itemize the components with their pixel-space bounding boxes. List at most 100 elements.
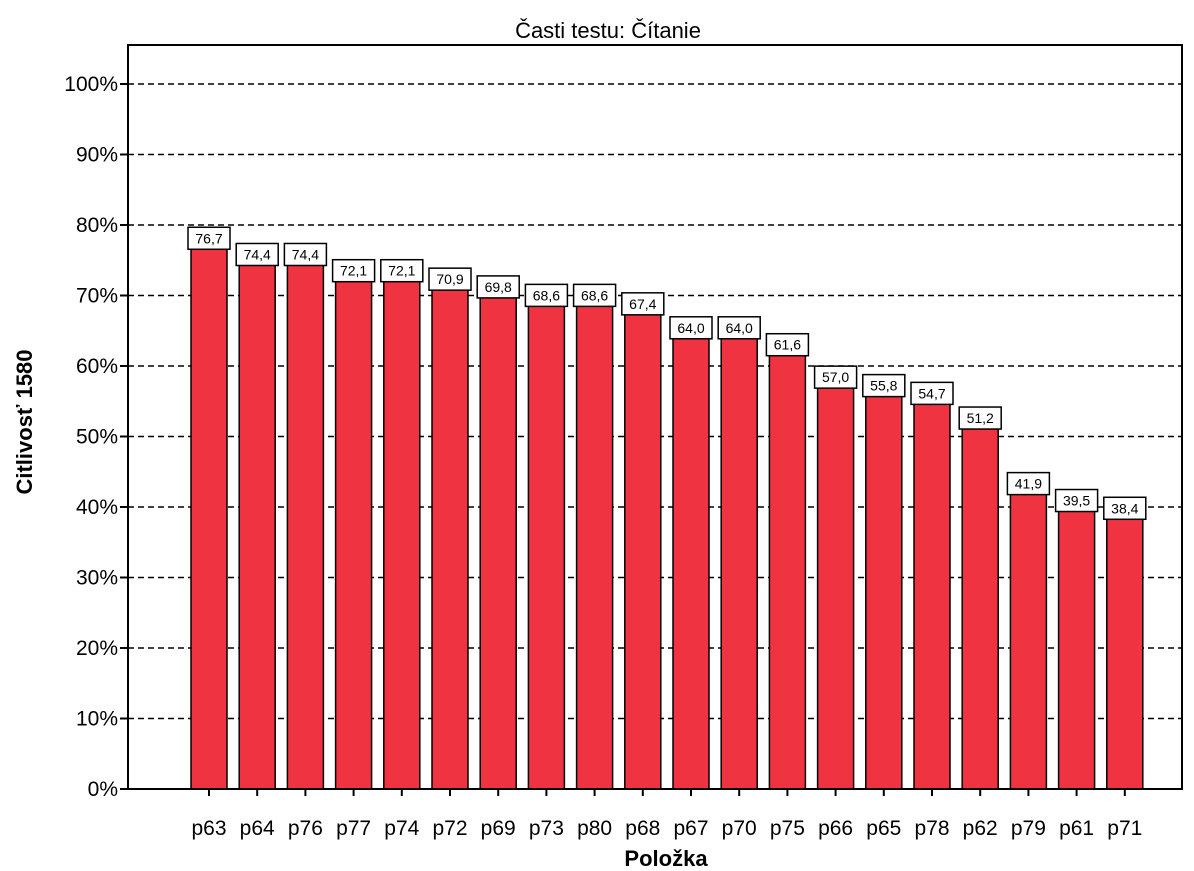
value-label-box <box>380 258 424 283</box>
bar <box>1106 517 1144 790</box>
value-label: 67,4 <box>629 296 656 312</box>
x-tick-label: p79 <box>1011 817 1046 840</box>
y-axis-ticks: 0% 10% 20% 30% 40% 50% 60% 70% 80% 90% 100% <box>64 73 128 801</box>
bar <box>479 296 517 790</box>
value-label-box <box>862 373 906 398</box>
value-label-box <box>813 365 858 389</box>
value-label: 55,8 <box>870 378 897 394</box>
value-label-box <box>428 267 472 291</box>
y-tick-label: 30% <box>76 567 118 590</box>
x-tick-label: p61 <box>1059 817 1094 840</box>
x-tick-label: p62 <box>963 817 998 840</box>
bar <box>865 394 903 790</box>
value-label: 38,4 <box>1111 500 1138 516</box>
bar <box>1057 509 1096 790</box>
value-label: 64,0 <box>726 320 753 336</box>
y-tick-label: 50% <box>76 426 118 449</box>
x-tick-label: p78 <box>914 817 949 840</box>
x-tick-label: p69 <box>481 817 516 840</box>
x-tick-label: p75 <box>770 817 805 840</box>
value-label-box <box>187 226 231 251</box>
value-label: 70,9 <box>436 271 463 287</box>
bar <box>575 304 614 790</box>
chart-title: Časti testu: Čítanie <box>515 18 701 43</box>
bar <box>672 337 710 790</box>
value-label: 72,1 <box>340 263 367 279</box>
x-tick-label: p73 <box>529 817 564 840</box>
value-label: 72,1 <box>388 263 415 279</box>
value-label: 68,6 <box>581 287 608 303</box>
value-label-box <box>1006 471 1051 496</box>
bar <box>1009 492 1048 790</box>
bar <box>624 313 662 790</box>
x-tick-label: p67 <box>673 817 708 840</box>
value-label-box <box>669 316 713 340</box>
value-label-box <box>765 332 810 357</box>
value-label: 57,0 <box>822 369 849 385</box>
value-label: 54,7 <box>918 385 945 401</box>
x-tick-label: p80 <box>577 817 612 840</box>
y-tick-label: 100% <box>64 73 118 96</box>
value-label-box <box>621 292 665 316</box>
value-label: 61,6 <box>774 337 801 353</box>
bar <box>383 279 421 790</box>
value-label-box <box>958 406 1002 430</box>
bar <box>961 427 999 790</box>
y-axis-label: Citlivosť 1580 <box>12 349 37 494</box>
value-label-box <box>524 283 569 308</box>
bar <box>431 288 469 790</box>
x-axis-label: Položka <box>624 846 708 871</box>
value-label-box <box>1103 496 1147 521</box>
value-label-box <box>910 381 954 406</box>
x-tick-label: p74 <box>384 817 419 840</box>
x-tick-label: p77 <box>336 817 371 840</box>
x-tick-label: p70 <box>722 817 757 840</box>
value-label-box <box>476 275 520 299</box>
bar <box>720 337 758 790</box>
value-label-box <box>717 316 761 340</box>
bar <box>286 263 325 790</box>
value-label-box <box>235 242 279 267</box>
bar <box>190 247 228 790</box>
value-label-box <box>283 242 328 267</box>
value-label-box <box>1054 488 1099 513</box>
y-tick-label: 0% <box>88 778 118 801</box>
y-tick-label: 90% <box>76 144 118 167</box>
x-tick-label: p71 <box>1107 817 1142 840</box>
bar <box>238 263 276 790</box>
value-label: 74,4 <box>244 246 271 262</box>
y-tick-label: 60% <box>76 355 118 378</box>
x-tick-label: p63 <box>191 817 226 840</box>
value-label: 68,6 <box>533 287 560 303</box>
bar <box>527 304 566 790</box>
y-tick-label: 10% <box>76 708 118 731</box>
value-label: 51,2 <box>967 410 994 426</box>
x-tick-label: p65 <box>866 817 901 840</box>
value-label-box <box>331 258 376 283</box>
x-tick-label: p64 <box>240 817 275 840</box>
x-tick-label: p68 <box>625 817 660 840</box>
value-label: 76,7 <box>195 230 222 246</box>
bar <box>913 402 951 790</box>
value-label: 69,8 <box>485 279 512 295</box>
value-labels: 76,7 74,4 74,4 72,1 72,1 70,9 69,8 68,6 68,6 67,4… <box>187 226 1147 521</box>
y-tick-label: 80% <box>76 214 118 237</box>
y-tick-label: 20% <box>76 637 118 660</box>
x-axis-ticks: p63 p64 p76 p77 p74 p72 p69 p73 p80 p68 p67 p70 p75 p… <box>191 789 1142 840</box>
plot-frame <box>127 44 1183 790</box>
y-tick-label: 40% <box>76 496 118 519</box>
value-label-box <box>572 283 617 308</box>
value-label: 64,0 <box>677 320 704 336</box>
value-label: 74,4 <box>292 246 319 262</box>
bar <box>334 279 373 790</box>
value-label: 39,5 <box>1063 493 1090 509</box>
value-label: 41,9 <box>1015 476 1042 492</box>
x-tick-label: p66 <box>818 817 853 840</box>
bars <box>190 247 1144 790</box>
y-tick-label: 70% <box>76 285 118 308</box>
x-tick-label: p76 <box>288 817 323 840</box>
bar <box>816 386 855 790</box>
x-tick-label: p72 <box>432 817 467 840</box>
bar <box>768 353 807 790</box>
